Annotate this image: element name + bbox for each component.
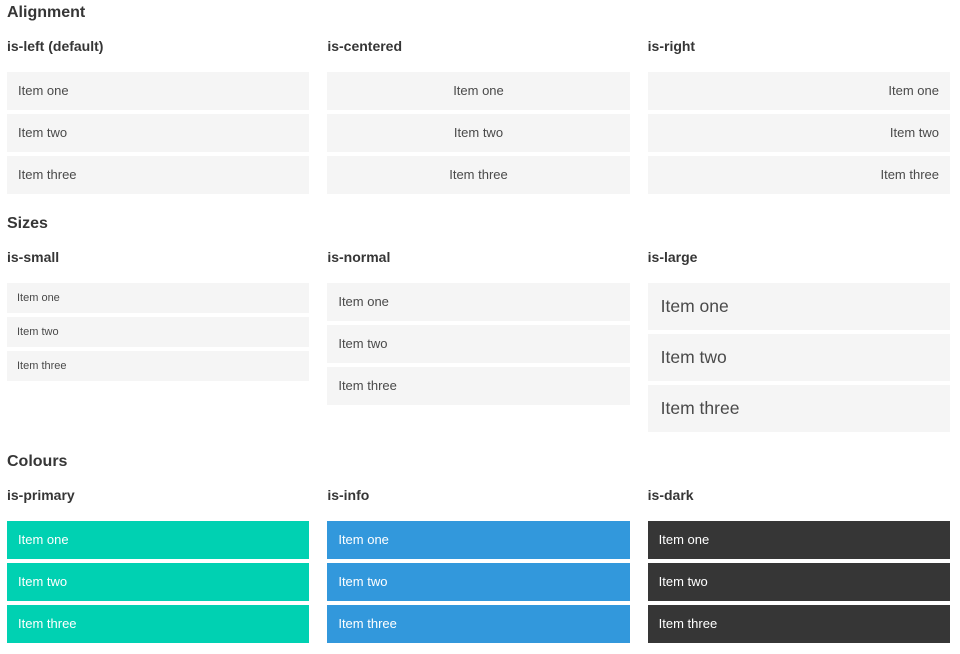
column-heading: is-centered (327, 38, 403, 54)
column-heading: is-right (647, 38, 696, 54)
column-is-right: is-right Item one Item two Item three (647, 38, 950, 194)
column-heading: is-large (647, 249, 698, 265)
column-heading: is-primary (7, 487, 75, 503)
list-item[interactable]: Item three (7, 351, 310, 381)
column-is-info: is-info Item one Item two Item three (327, 487, 630, 643)
list-item[interactable]: Item two (647, 563, 950, 601)
list-item[interactable]: Item two (327, 114, 630, 152)
list-item[interactable]: Item three (647, 385, 950, 432)
list-item[interactable]: Item two (7, 317, 310, 347)
list-item[interactable]: Item three (647, 605, 950, 643)
column-heading: is-small (7, 249, 60, 265)
list-item[interactable]: Item one (647, 521, 950, 559)
list-item[interactable]: Item three (327, 367, 630, 405)
column-heading: is-dark (647, 487, 694, 503)
column-is-left: is-left (default) Item one Item two Item… (7, 38, 310, 194)
list-item[interactable]: Item two (327, 563, 630, 601)
column-heading: is-left (default) (7, 38, 104, 54)
list: Item one Item two Item three (647, 72, 950, 194)
list-item[interactable]: Item three (327, 156, 630, 194)
list-item[interactable]: Item one (7, 283, 310, 313)
column-heading: is-normal (327, 249, 391, 265)
column-is-primary: is-primary Item one Item two Item three (7, 487, 310, 643)
section-columns: is-small Item one Item two Item three is… (7, 250, 950, 432)
section-columns: is-primary Item one Item two Item three … (7, 488, 950, 643)
column-is-dark: is-dark Item one Item two Item three (647, 487, 950, 643)
list: Item one Item two Item three (327, 72, 630, 194)
list-item[interactable]: Item three (7, 156, 310, 194)
column-is-normal: is-normal Item one Item two Item three (327, 249, 630, 405)
list-item[interactable]: Item one (327, 521, 630, 559)
list-item[interactable]: Item two (647, 334, 950, 381)
list-item[interactable]: Item two (647, 114, 950, 152)
section-sizes: Sizes is-small Item one Item two Item th… (7, 214, 950, 432)
list-item[interactable]: Item three (7, 605, 310, 643)
list: Item one Item two Item three (327, 283, 630, 405)
list-item[interactable]: Item one (647, 283, 950, 330)
section-heading: Alignment (7, 4, 86, 21)
section-columns: is-left (default) Item one Item two Item… (7, 39, 950, 194)
section-heading: Colours (7, 453, 68, 470)
list-item[interactable]: Item one (327, 72, 630, 110)
section-heading: Sizes (7, 215, 48, 232)
list-item[interactable]: Item two (7, 563, 310, 601)
list-item[interactable]: Item one (647, 72, 950, 110)
list: Item one Item two Item three (7, 283, 310, 381)
page: Alignment is-left (default) Item one Ite… (7, 3, 950, 643)
section-colours: Colours is-primary Item one Item two Ite… (7, 452, 950, 643)
list: Item one Item two Item three (647, 521, 950, 643)
column-is-large: is-large Item one Item two Item three (647, 249, 950, 432)
list-item[interactable]: Item one (7, 72, 310, 110)
section-alignment: Alignment is-left (default) Item one Ite… (7, 3, 950, 194)
column-is-small: is-small Item one Item two Item three (7, 249, 310, 381)
list-item[interactable]: Item one (327, 283, 630, 321)
list-item[interactable]: Item two (327, 325, 630, 363)
list-item[interactable]: Item three (327, 605, 630, 643)
list: Item one Item two Item three (327, 521, 630, 643)
column-heading: is-info (327, 487, 370, 503)
list: Item one Item two Item three (7, 521, 310, 643)
column-is-centered: is-centered Item one Item two Item three (327, 38, 630, 194)
list-item[interactable]: Item two (7, 114, 310, 152)
list-item[interactable]: Item three (647, 156, 950, 194)
list-item[interactable]: Item one (7, 521, 310, 559)
list: Item one Item two Item three (7, 72, 310, 194)
list: Item one Item two Item three (647, 283, 950, 432)
